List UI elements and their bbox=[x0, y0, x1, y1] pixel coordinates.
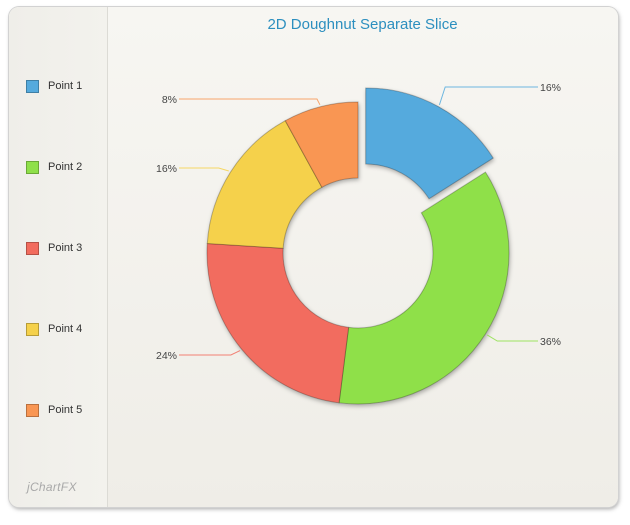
legend-label-point-1: Point 1 bbox=[48, 80, 83, 92]
legend-label-point-5: Point 5 bbox=[48, 404, 83, 416]
chart-card: Point 1 Point 2 Point 3 Point 4 Point 5 … bbox=[9, 7, 618, 507]
data-label-4: 16% bbox=[156, 163, 177, 175]
doughnut-chart: 16% 36% 24% 16% 8% bbox=[156, 82, 561, 405]
slice-point-5[interactable] bbox=[284, 101, 359, 188]
leader-line-1 bbox=[438, 86, 538, 106]
data-label-2: 36% bbox=[540, 336, 561, 348]
leader-line-2 bbox=[486, 334, 538, 342]
legend-swatch-point-4 bbox=[26, 322, 39, 336]
legend-label-point-2: Point 2 bbox=[48, 161, 83, 173]
legend-item-point-5[interactable]: Point 5 bbox=[26, 402, 82, 418]
legend: Point 1 Point 2 Point 3 Point 4 Point 5 … bbox=[9, 7, 108, 507]
slice-point-2[interactable] bbox=[338, 171, 510, 405]
legend-item-point-2[interactable]: Point 2 bbox=[26, 159, 82, 175]
slice-point-3[interactable] bbox=[206, 242, 350, 404]
legend-item-point-3[interactable]: Point 3 bbox=[26, 240, 82, 256]
leader-line-5 bbox=[179, 98, 321, 106]
chart-title: 2D Doughnut Separate Slice bbox=[267, 16, 458, 33]
legend-label-point-4: Point 4 bbox=[48, 323, 83, 335]
data-label-5: 8% bbox=[162, 94, 177, 106]
legend-swatch-point-3 bbox=[26, 241, 39, 255]
legend-item-point-4[interactable]: Point 4 bbox=[26, 321, 82, 337]
data-label-1: 16% bbox=[540, 82, 561, 94]
leader-line-3 bbox=[179, 350, 241, 356]
jchartfx-logo: jChartFX bbox=[27, 480, 77, 494]
legend-swatch-point-1 bbox=[26, 79, 39, 93]
slice-point-1[interactable] bbox=[365, 87, 494, 200]
data-label-3: 24% bbox=[156, 350, 177, 362]
legend-item-point-1[interactable]: Point 1 bbox=[26, 78, 82, 94]
legend-swatch-point-2 bbox=[26, 160, 39, 174]
legend-label-point-3: Point 3 bbox=[48, 242, 83, 254]
legend-swatch-point-5 bbox=[26, 403, 39, 417]
leader-line-4 bbox=[179, 167, 229, 172]
